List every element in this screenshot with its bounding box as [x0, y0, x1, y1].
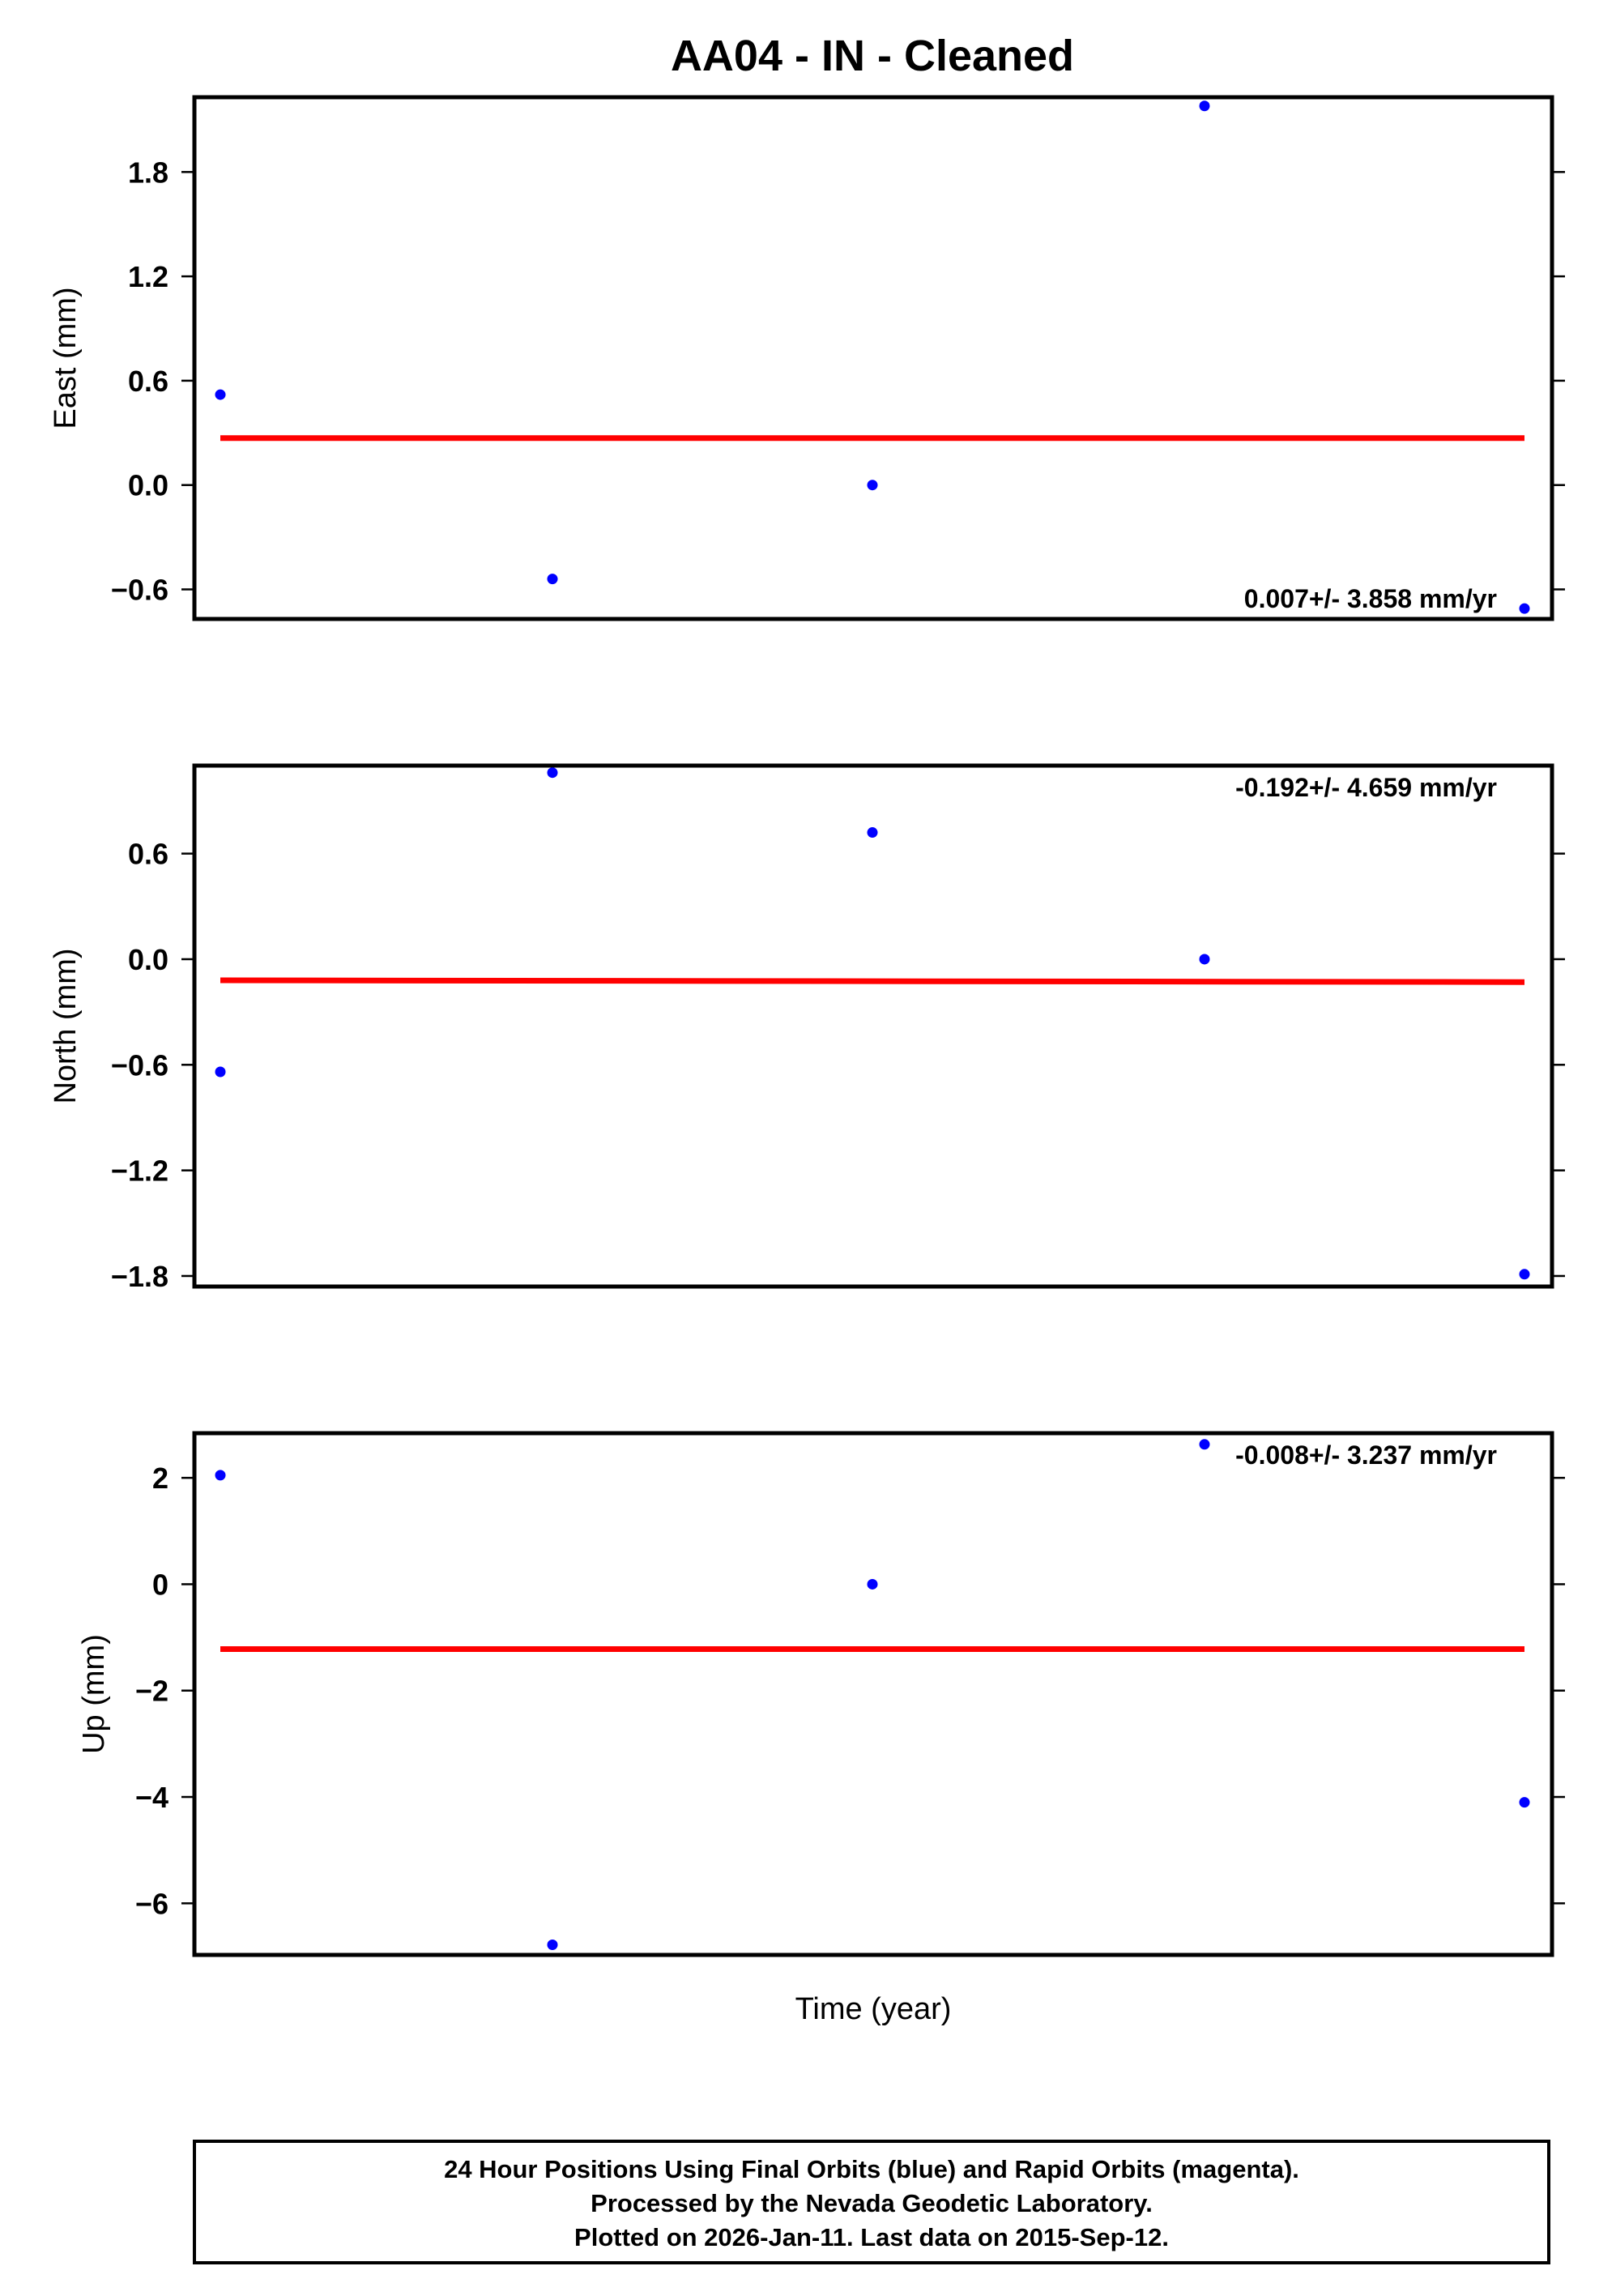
panel-frame-1 — [192, 95, 1554, 621]
y-tick-label: 2 — [152, 1462, 168, 1495]
trend-line — [220, 977, 1525, 985]
data-point — [1199, 954, 1210, 965]
y-tick-label: −6 — [135, 1887, 168, 1920]
data-point — [1199, 1439, 1210, 1450]
page-title: AA04 - IN - Cleaned — [670, 32, 1075, 80]
data-point — [215, 389, 226, 400]
data-point — [1519, 1269, 1530, 1280]
data-point — [1199, 100, 1210, 112]
data-point — [867, 827, 878, 839]
data-point — [547, 574, 558, 585]
rate-annotation: -0.008+/- 3.237 mm/yr — [1235, 1440, 1497, 1470]
data-point — [547, 767, 558, 779]
y-tick-label: −4 — [135, 1781, 168, 1814]
y-tick-label: −1.2 — [111, 1154, 168, 1188]
data-point — [1519, 1797, 1530, 1808]
panel-frame-3 — [192, 1431, 1554, 1957]
y-axis-label: Up (mm) — [77, 1634, 111, 1754]
data-point — [867, 1578, 878, 1590]
data-point — [215, 1470, 226, 1481]
data-point — [1519, 603, 1530, 614]
y-tick-label: −2 — [135, 1675, 168, 1708]
y-axis-label: North (mm) — [49, 948, 83, 1103]
footer-line-3: Plotted on 2026-Jan-11. Last data on 201… — [574, 2223, 1169, 2251]
y-tick-label: 0.0 — [128, 943, 168, 976]
y-tick-label: 1.2 — [128, 260, 168, 293]
y-tick-label: −0.6 — [111, 1048, 168, 1082]
y-tick-label: 0.6 — [128, 365, 168, 398]
data-point — [867, 480, 878, 491]
y-tick-label: −0.6 — [111, 574, 168, 607]
x-axis-label: Time (year) — [795, 1992, 952, 2026]
rate-annotation: 0.007+/- 3.858 mm/yr — [1244, 584, 1497, 613]
y-tick-label: −1.8 — [111, 1260, 168, 1293]
chart-canvas: −0.6 0.0 0.6 1.2 1.8 East (mm) 0.007+/- 3.858 … — [49, 95, 1565, 2026]
panel-frame-2 — [192, 763, 1554, 1289]
y-axis-label: East (mm) — [49, 287, 83, 429]
y-tick-label: 0 — [152, 1568, 168, 1601]
rate-annotation: -0.192+/- 4.659 mm/yr — [1235, 773, 1497, 802]
data-point — [547, 1940, 558, 1951]
data-point — [215, 1066, 226, 1078]
footer-box: 24 Hour Positions Using Final Orbits (bl… — [193, 2140, 1550, 2264]
footer-line-2: Processed by the Nevada Geodetic Laborat… — [591, 2189, 1153, 2217]
y-tick-label: 0.6 — [128, 838, 168, 871]
y-tick-label: 0.0 — [128, 469, 168, 502]
y-tick-label: 1.8 — [128, 156, 168, 189]
footer-line-1: 24 Hour Positions Using Final Orbits (bl… — [444, 2155, 1299, 2183]
